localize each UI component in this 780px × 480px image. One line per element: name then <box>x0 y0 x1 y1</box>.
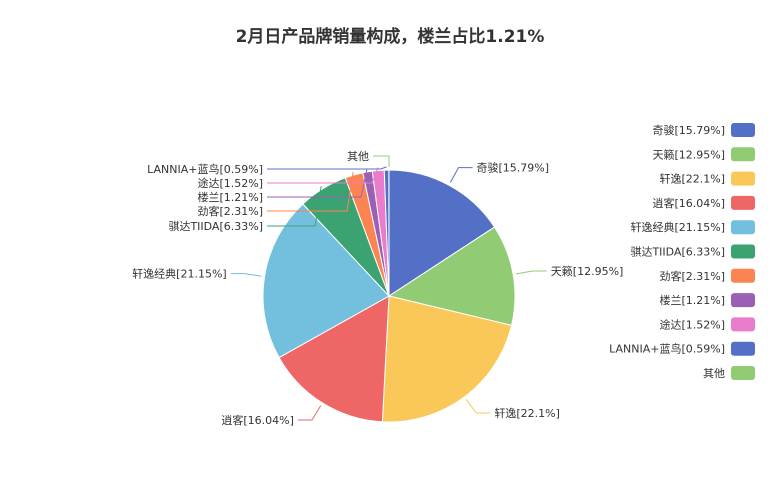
legend-label[interactable]: 骐达TIIDA[6.33%] <box>630 246 725 259</box>
slice-label: 骐达TIIDA[6.33%] <box>168 220 263 233</box>
pie-slice[interactable] <box>278 295 390 423</box>
label-leader-line <box>267 166 387 170</box>
label-leader-line <box>516 270 547 275</box>
legend-swatch[interactable] <box>731 220 755 235</box>
slice-label: 途达[1.52%] <box>197 176 263 190</box>
label-leader-line <box>267 172 354 212</box>
legend-swatch[interactable] <box>731 171 755 186</box>
legend-swatch[interactable] <box>731 293 755 308</box>
legend-swatch[interactable] <box>731 366 755 380</box>
pie-slice[interactable] <box>388 169 496 297</box>
legend-label[interactable]: 楼兰[1.21%] <box>659 293 725 307</box>
legend-label[interactable]: 逍客[16.04%] <box>652 196 725 210</box>
slice-label: 其他 <box>347 150 369 163</box>
slice-label: LANNIA+蓝鸟[0.59%] <box>147 162 263 176</box>
slice-label: 奇骏[15.79%] <box>477 161 550 175</box>
label-leader-line <box>297 405 322 421</box>
label-leader-line <box>449 167 473 183</box>
legend-swatch[interactable] <box>731 244 755 259</box>
pie-slice[interactable] <box>381 295 513 423</box>
legend-swatch[interactable] <box>731 195 755 210</box>
legend-label[interactable]: 轩逸[22.1%] <box>659 172 725 186</box>
legend-label[interactable]: LANNIA+蓝鸟[0.59%] <box>609 342 725 356</box>
slice-label: 劲客[2.31%] <box>197 204 263 218</box>
legend-swatch[interactable] <box>731 147 755 162</box>
legend-label[interactable]: 劲客[2.31%] <box>659 269 725 283</box>
label-leader-line <box>267 167 379 184</box>
pie-slice[interactable] <box>387 226 516 326</box>
slice-label: 轩逸[22.1%] <box>494 406 560 420</box>
pie-slice[interactable] <box>262 203 390 359</box>
slice-label: 楼兰[1.21%] <box>197 190 263 204</box>
label-leader-line <box>465 399 491 414</box>
slice-label: 天籁[12.95%] <box>551 264 624 278</box>
legend-label[interactable]: 途达[1.52%] <box>659 317 725 331</box>
legend-swatch[interactable] <box>731 341 755 356</box>
legend-label[interactable]: 奇骏[15.79%] <box>652 123 725 137</box>
label-leader-line <box>230 273 262 277</box>
slice-label: 逍客[16.04%] <box>221 413 294 427</box>
legend-label[interactable]: 天籁[12.95%] <box>652 147 725 161</box>
slice-label: 轩逸经典[21.15%] <box>132 267 227 281</box>
legend-label[interactable]: 轩逸经典[21.15%] <box>630 220 725 234</box>
label-leader-line <box>267 186 322 227</box>
label-leader-line <box>267 168 368 198</box>
label-leader-line <box>373 155 390 167</box>
legend-swatch[interactable] <box>731 317 755 332</box>
legend-label[interactable]: 其他 <box>703 367 725 380</box>
legend-swatch[interactable] <box>731 123 755 137</box>
chart-title: 2月日产品牌销量构成，楼兰占比1.21% <box>235 27 545 47</box>
legend-swatch[interactable] <box>731 268 755 283</box>
